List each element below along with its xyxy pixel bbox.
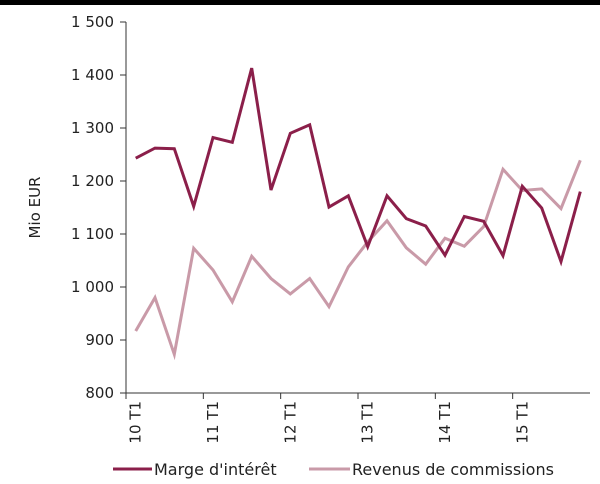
legend-item: Marge d'intérêt: [113, 460, 277, 479]
x-tick-label: 15 T1: [513, 401, 531, 444]
x-tick-label: 10 T1: [127, 401, 145, 444]
y-tick-label: 1 100: [71, 225, 114, 243]
x-axis-ticks: 10 T1 11 T1 12 T1 13 T1 14 T1 15 T1: [125, 393, 531, 444]
series-line-revenus-commissions: [134, 159, 582, 361]
x-tick-label: 13 T1: [359, 401, 377, 444]
axes: [125, 22, 590, 394]
y-tick-label: 1 200: [71, 172, 114, 190]
y-axis-title: Mio EUR: [26, 177, 44, 239]
y-tick-label: 1 300: [71, 119, 114, 137]
y-axis-ticks: 800 900 1 000 1 100 1 200 1 300 1 400 1 500: [71, 13, 126, 402]
x-tick-label: 12 T1: [281, 401, 299, 444]
y-tick-label: 1 000: [71, 278, 114, 296]
y-tick-label: 900: [85, 331, 114, 349]
y-tick-label: 1 400: [71, 66, 114, 84]
legend: Marge d'intérêt Revenus de commissions: [113, 460, 554, 479]
legend-label: Marge d'intérêt: [154, 460, 277, 479]
series-lines: [134, 67, 582, 361]
top-rule: [0, 0, 600, 5]
y-tick-label: 1 500: [71, 13, 114, 31]
series-line-marge-interet: [135, 67, 582, 267]
x-tick-label: 14 T1: [436, 401, 454, 444]
x-tick-label: 11 T1: [204, 401, 222, 444]
y-tick-label: 800: [85, 384, 114, 402]
legend-item: Revenus de commissions: [309, 460, 554, 479]
legend-label: Revenus de commissions: [352, 460, 554, 479]
